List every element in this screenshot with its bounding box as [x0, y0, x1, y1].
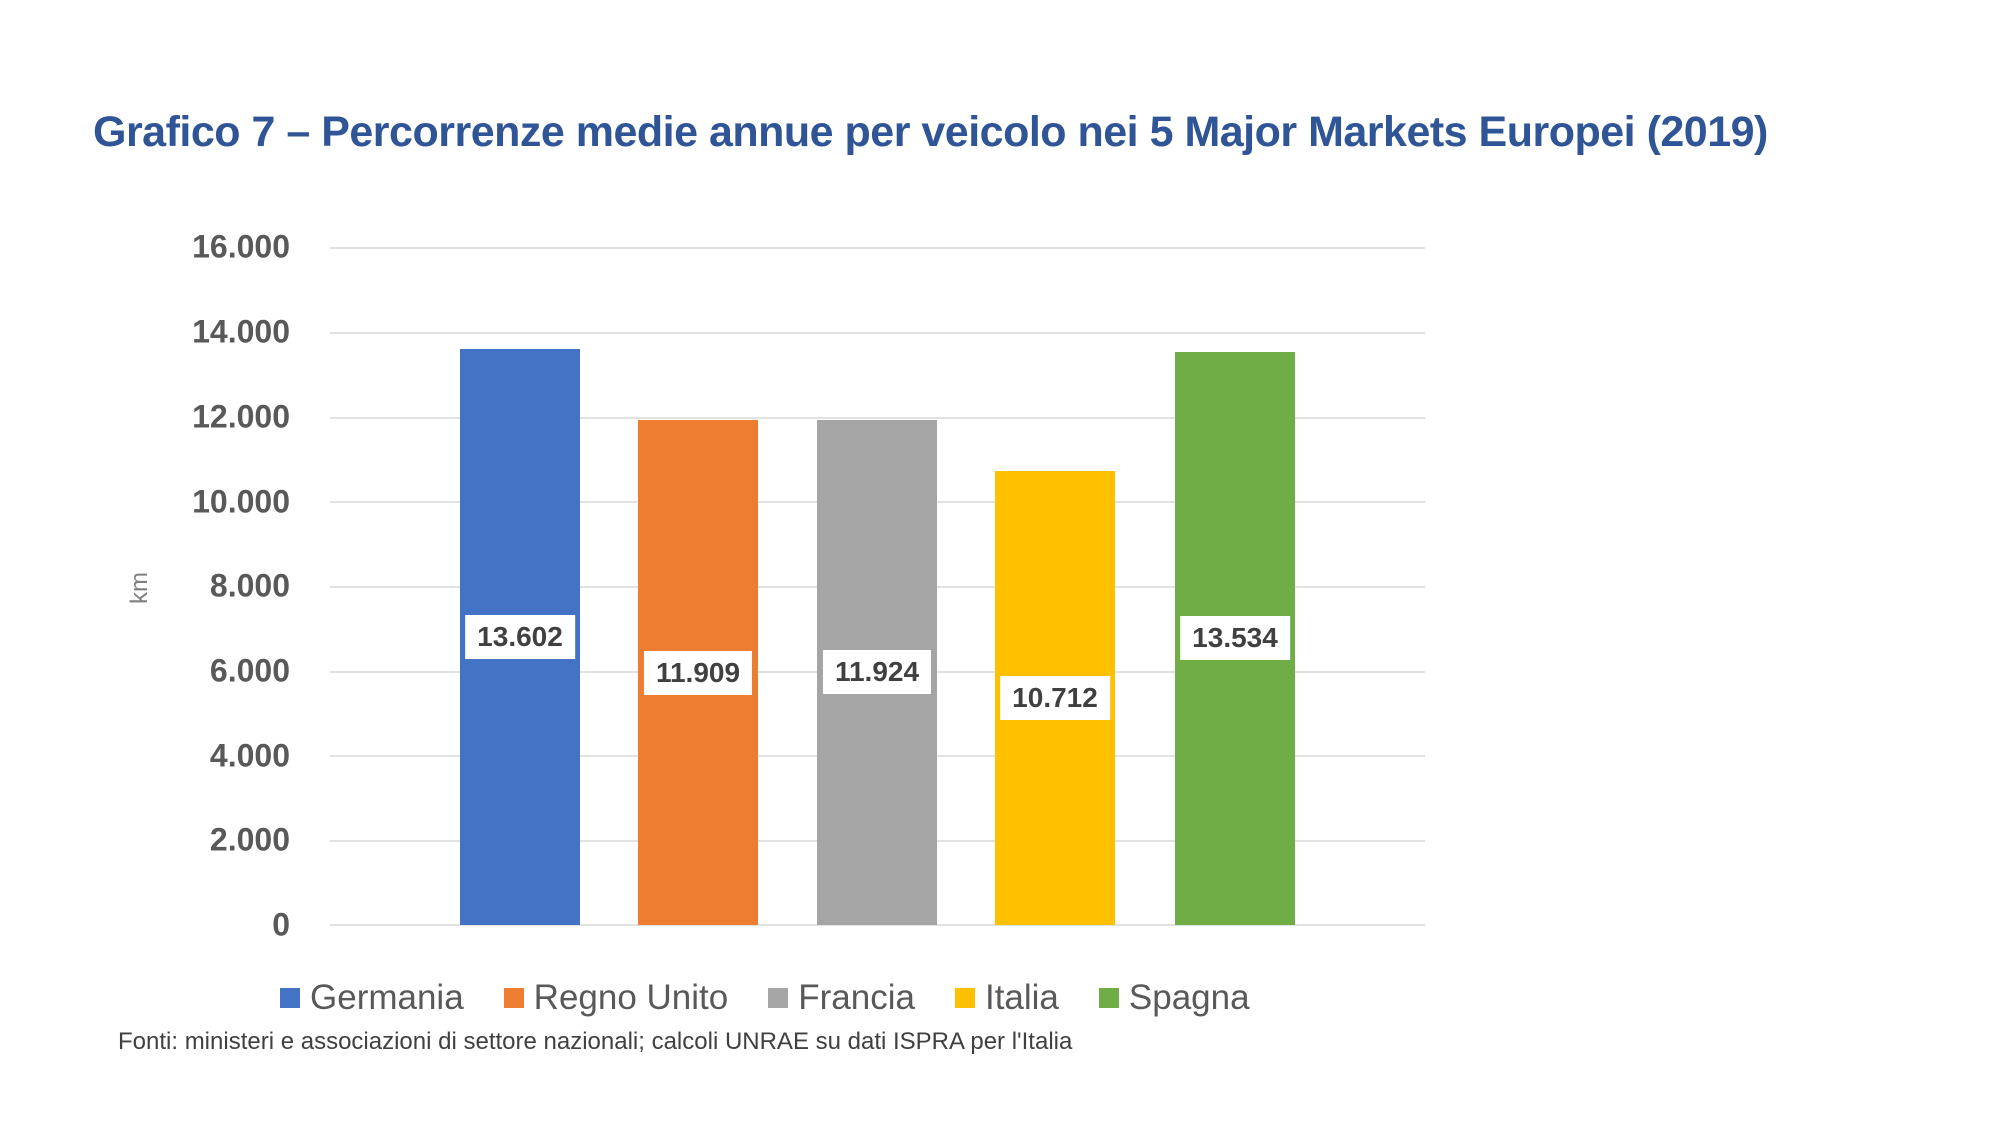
bar-italia: 10.712 — [995, 471, 1115, 925]
y-tick: 0 — [272, 906, 290, 943]
data-label: 10.712 — [1000, 676, 1110, 721]
legend-item-italia: Italia — [954, 978, 1059, 1018]
legend-item-regno-unito: Regno Unito — [503, 978, 729, 1018]
data-label: 13.534 — [1180, 616, 1290, 661]
y-tick: 14.000 — [192, 313, 290, 350]
y-tick: 10.000 — [192, 483, 290, 519]
y-tick: 12.000 — [192, 398, 290, 435]
gridline — [330, 332, 1425, 334]
gridline — [330, 417, 1425, 419]
y-tick: 4.000 — [209, 737, 290, 773]
legend-swatch-icon — [768, 988, 789, 1008]
legend-item-francia: Francia — [768, 978, 915, 1018]
gridline — [330, 247, 1425, 249]
y-tick: 2.000 — [209, 821, 290, 858]
legend: Germania Regno Unito Francia Italia Spag… — [280, 978, 1250, 1018]
chart-title: Grafico 7 – Percorrenze medie annue per … — [93, 108, 1768, 156]
y-tick: 6.000 — [209, 652, 290, 689]
bar-germania: 13.602 — [460, 348, 580, 925]
source-note: Fonti: ministeri e associazioni di setto… — [118, 1028, 1073, 1055]
y-tick: 8.000 — [209, 567, 290, 604]
legend-label: Italia — [984, 978, 1059, 1017]
legend-label: Regno Unito — [533, 978, 729, 1017]
bar-francia: 11.924 — [817, 419, 937, 925]
legend-swatch-icon — [280, 988, 300, 1008]
gridline — [330, 924, 1425, 926]
legend-label: Germania — [310, 978, 464, 1017]
legend-item-germania: Germania — [280, 978, 464, 1018]
bar-spagna: 13.534 — [1175, 351, 1295, 925]
legend-swatch-icon — [954, 988, 975, 1008]
bar-regno-unito: 11.909 — [638, 420, 758, 925]
legend-item-spagna: Spagna — [1098, 978, 1250, 1018]
legend-swatch-icon — [1098, 988, 1119, 1008]
data-label: 13.602 — [465, 614, 575, 659]
plot-area: 13.602 11.909 11.924 10.712 13.534 — [330, 247, 1425, 926]
data-label: 11.909 — [643, 650, 753, 695]
legend-label: Francia — [798, 978, 915, 1017]
y-tick: 16.000 — [192, 228, 290, 265]
data-label: 11.924 — [822, 650, 932, 695]
legend-label: Spagna — [1128, 978, 1250, 1017]
legend-swatch-icon — [503, 988, 524, 1008]
